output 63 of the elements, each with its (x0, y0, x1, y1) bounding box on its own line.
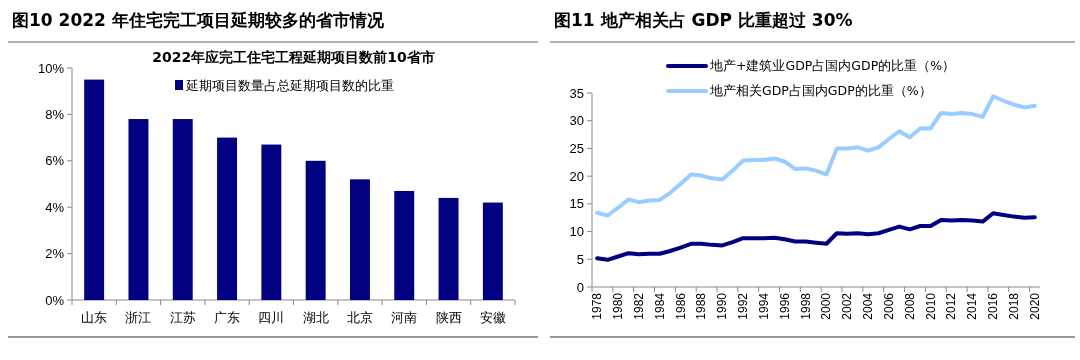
y-tick-label: 6% (45, 153, 65, 169)
x-tick-label: 1980 (611, 292, 626, 320)
x-tick-label: 陕西 (435, 310, 462, 325)
y-tick-label: 4% (45, 199, 65, 215)
x-tick-label: 2014 (965, 292, 980, 320)
y-tick-label: 8% (45, 106, 65, 122)
x-tick-label: 1982 (631, 292, 646, 320)
x-tick-label: 浙江 (125, 310, 152, 325)
bar (349, 179, 370, 300)
y-tick-label: 25 (569, 140, 584, 156)
bar (482, 202, 503, 300)
y-tick-label: 35 (569, 85, 584, 101)
bar (305, 160, 326, 300)
x-tick-label: 2018 (1006, 292, 1021, 320)
y-tick-label: 10% (37, 60, 65, 76)
line-series (595, 211, 1037, 262)
y-tick-label: 20 (569, 168, 584, 184)
x-tick-label: 1984 (652, 292, 667, 320)
bar (438, 197, 459, 300)
x-tick-label: 1992 (736, 292, 751, 320)
x-tick-label: 2008 (902, 292, 917, 320)
x-tick-label: 1996 (777, 292, 792, 320)
bar (261, 144, 282, 300)
y-tick-label: 0 (576, 279, 584, 295)
chart-title: 图10 2022 年住宅完工项目延期较多的省市情况 (12, 10, 385, 30)
y-tick-label: 10 (569, 224, 584, 240)
x-tick-label: 1988 (694, 292, 709, 320)
x-tick-label: 1978 (590, 292, 605, 320)
legend-label: 延期项目数量占总延期项目数的比重 (185, 78, 394, 93)
y-tick-label: 2% (45, 246, 65, 262)
x-tick-label: 1998 (798, 292, 813, 320)
bar (394, 190, 415, 300)
legend-label: 地产+建筑业GDP占国内GDP的比重（%） (709, 58, 956, 73)
bar (84, 79, 105, 300)
x-tick-label: 广东 (214, 310, 241, 325)
x-tick-label: 四川 (258, 310, 285, 325)
x-tick-label: 1990 (715, 292, 730, 320)
y-tick-label: 5 (576, 251, 584, 267)
x-tick-label: 2016 (986, 292, 1001, 320)
x-tick-label: 1994 (756, 292, 771, 320)
y-tick-label: 0% (45, 292, 65, 308)
bar (217, 137, 238, 300)
bar (172, 119, 193, 300)
x-tick-label: 2002 (840, 292, 855, 320)
chart-title: 图11 地产相关占 GDP 比重超过 30% (554, 10, 853, 30)
y-tick-label: 30 (569, 113, 584, 129)
y-tick-label: 15 (569, 196, 584, 212)
x-tick-label: 2012 (944, 292, 959, 320)
x-tick-label: 江苏 (169, 310, 196, 325)
x-tick-label: 北京 (346, 310, 373, 325)
bar (128, 119, 149, 300)
x-tick-label: 2010 (923, 292, 938, 320)
x-tick-label: 湖北 (302, 310, 329, 325)
x-tick-label: 2020 (1027, 292, 1042, 320)
x-tick-label: 河南 (391, 310, 418, 325)
x-tick-label: 2000 (819, 292, 834, 320)
x-tick-label: 安徽 (479, 310, 506, 325)
legend-label: 地产相关GDP占国内GDP的比重（%） (709, 83, 932, 98)
x-tick-label: 山东 (81, 310, 108, 325)
x-tick-label: 2004 (861, 292, 876, 320)
x-tick-label: 2006 (881, 292, 896, 320)
chart-subtitle: 2022年应完工住宅工程延期项目数前10省市 (152, 49, 435, 65)
x-tick-label: 1986 (673, 292, 688, 320)
